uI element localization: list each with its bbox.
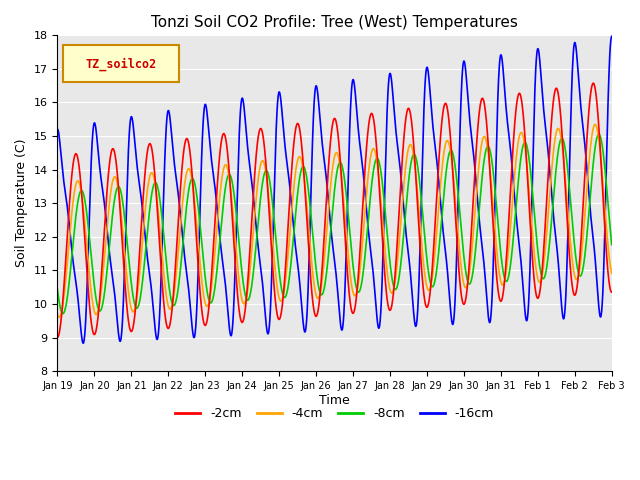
-4cm xyxy=(82,233,90,239)
-2cm xyxy=(54,335,61,340)
Text: TZ_soilco2: TZ_soilco2 xyxy=(86,57,157,71)
-8cm xyxy=(608,242,616,248)
-2cm xyxy=(608,289,616,295)
Legend: -2cm, -4cm, -8cm, -16cm: -2cm, -4cm, -8cm, -16cm xyxy=(170,402,499,425)
-4cm xyxy=(56,314,63,320)
-8cm xyxy=(323,264,331,270)
-4cm xyxy=(592,122,600,128)
-16cm xyxy=(79,340,87,346)
-8cm xyxy=(595,131,603,137)
-8cm xyxy=(82,204,90,210)
-2cm xyxy=(490,235,498,240)
-8cm xyxy=(592,142,600,147)
-4cm xyxy=(591,121,599,127)
Line: -16cm: -16cm xyxy=(58,36,612,343)
-2cm xyxy=(323,188,331,194)
-4cm xyxy=(490,216,498,222)
-8cm xyxy=(54,286,61,292)
-2cm xyxy=(592,89,600,95)
-8cm xyxy=(490,178,498,183)
-16cm xyxy=(54,126,61,132)
-16cm xyxy=(592,265,600,271)
-8cm xyxy=(592,140,600,145)
Title: Tonzi Soil CO2 Profile: Tree (West) Temperatures: Tonzi Soil CO2 Profile: Tree (West) Temp… xyxy=(151,15,518,30)
-4cm xyxy=(54,311,61,317)
Y-axis label: Soil Temperature (C): Soil Temperature (C) xyxy=(15,139,28,267)
Line: -4cm: -4cm xyxy=(58,124,612,317)
-4cm xyxy=(308,268,316,274)
-16cm xyxy=(82,312,90,318)
-8cm xyxy=(308,229,316,235)
-2cm xyxy=(82,250,90,255)
-16cm xyxy=(490,231,498,237)
Line: -2cm: -2cm xyxy=(58,83,612,337)
-16cm xyxy=(608,34,616,39)
-4cm xyxy=(592,123,600,129)
-2cm xyxy=(592,91,600,96)
-2cm xyxy=(589,80,597,86)
-16cm xyxy=(308,139,316,144)
FancyBboxPatch shape xyxy=(63,46,179,83)
-16cm xyxy=(592,262,600,267)
Line: -8cm: -8cm xyxy=(58,134,612,313)
-4cm xyxy=(323,222,331,228)
-2cm xyxy=(308,294,316,300)
-16cm xyxy=(323,184,331,190)
-8cm xyxy=(59,311,67,316)
-4cm xyxy=(608,270,616,276)
X-axis label: Time: Time xyxy=(319,394,350,407)
